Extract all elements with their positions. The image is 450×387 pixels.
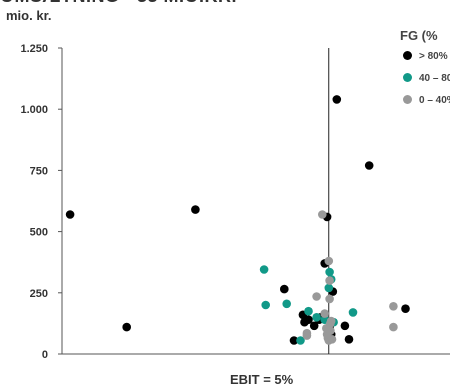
legend-label: 40 – 80% <box>419 73 450 84</box>
data-point-series-3 <box>389 322 398 332</box>
legend-title: FG (% <box>400 28 438 43</box>
data-point-series-2 <box>282 299 292 309</box>
data-point-series-1 <box>280 284 289 294</box>
data-point-series-1 <box>122 322 131 332</box>
data-point-series-1 <box>191 205 200 214</box>
y-tick-label: 500 <box>30 227 48 239</box>
y-tick-label: 1.250 <box>20 43 48 55</box>
data-point-series-1 <box>289 336 299 345</box>
data-point-series-3 <box>318 210 327 219</box>
data-point-series-1 <box>309 321 319 331</box>
data-point-series-2 <box>304 306 313 316</box>
y-tick-label: 0 <box>42 349 48 361</box>
data-point-series-3 <box>320 309 330 318</box>
data-point-series-1 <box>332 95 342 104</box>
y-tick-label: 750 <box>30 165 48 177</box>
data-point-series-2 <box>312 313 321 322</box>
data-point-series-3 <box>389 302 398 311</box>
legend-item-1: > 80% <box>403 51 448 62</box>
y-axis-unit-label: mio. kr. <box>6 8 52 23</box>
legend-item-3: 0 – 40% <box>403 95 450 106</box>
legend-marker <box>403 51 412 60</box>
y-tick-label: 1.000 <box>20 104 48 116</box>
data-point-series-3 <box>302 331 312 340</box>
reference-line-label: EBIT = 5% <box>230 372 294 387</box>
data-point-series-2 <box>324 283 334 293</box>
data-point-series-1 <box>364 161 374 170</box>
data-point-series-2 <box>325 267 334 277</box>
data-point-series-2 <box>261 300 271 310</box>
data-point-series-2 <box>348 308 358 317</box>
legend-label: 0 – 40% <box>419 95 450 106</box>
legend-label: > 80% <box>419 51 448 62</box>
data-point-series-1 <box>401 304 410 314</box>
legend-marker <box>403 73 412 82</box>
data-point-series-3 <box>326 326 335 336</box>
data-point-series-1 <box>304 315 313 325</box>
data-point-series-3 <box>325 294 334 304</box>
data-point-series-3 <box>327 335 337 344</box>
y-tick-label: 250 <box>30 288 48 300</box>
data-point-series-3 <box>312 292 321 301</box>
chart-title: OMSÆTNING - 33 MIO.KR. <box>0 0 450 8</box>
data-point-series-3 <box>325 276 334 285</box>
data-point-series-1 <box>340 321 350 331</box>
data-point-series-2 <box>296 336 305 345</box>
data-point-series-3 <box>326 316 336 326</box>
data-point-series-2 <box>259 265 269 274</box>
legend-marker <box>403 95 412 104</box>
data-point-series-3 <box>324 256 334 266</box>
data-point-series-1 <box>65 210 75 219</box>
data-point-series-1 <box>344 335 354 344</box>
legend-item-2: 40 – 80% <box>403 73 450 84</box>
